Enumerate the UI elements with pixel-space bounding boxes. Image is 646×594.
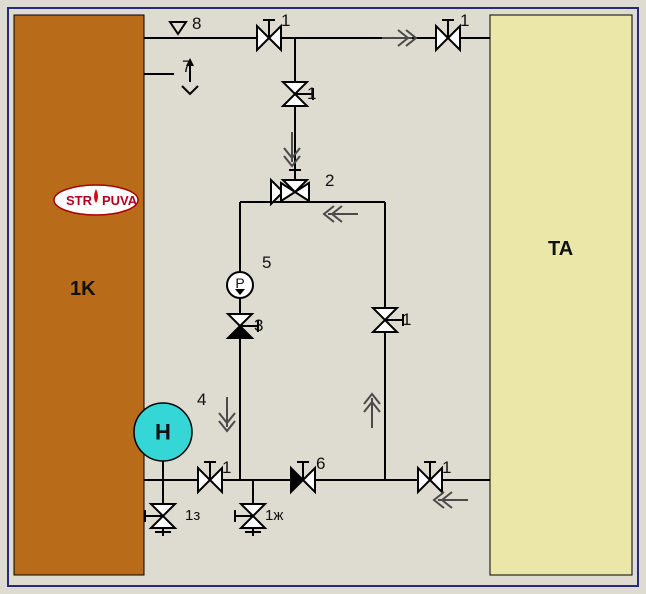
ta-block (490, 15, 632, 575)
svg-text:5: 5 (262, 253, 271, 272)
label-v_bot_right: 1 (442, 458, 451, 477)
svg-text:TA: TA (548, 238, 573, 260)
svg-text:4: 4 (197, 390, 206, 409)
svg-text:PUVA: PUVA (102, 193, 138, 208)
schematic-svg: 1KTASTRPUVAHP1112311611з1ж8745 (0, 0, 646, 594)
svg-text:STR: STR (66, 193, 93, 208)
svg-text:H: H (155, 420, 171, 445)
svg-text:P: P (235, 275, 244, 291)
label-v_vert_top: 1 (307, 84, 316, 103)
label-v_right_mid: 1 (402, 310, 411, 329)
label-vent: 8 (192, 14, 201, 33)
label-v_bot_left: 1 (222, 458, 231, 477)
label-v_top_left: 1 (281, 11, 290, 30)
label-v_drain_left: 1з (185, 507, 200, 524)
svg-text:1K: 1K (70, 278, 96, 300)
label-v_below_p: 3 (254, 316, 263, 335)
label-v_top_right: 1 (460, 11, 469, 30)
label-v_three_way: 2 (325, 171, 334, 190)
label-v_bot_check: 6 (316, 454, 325, 473)
label-therm: 7 (182, 57, 191, 76)
label-v_drain_mid: 1ж (265, 507, 283, 524)
